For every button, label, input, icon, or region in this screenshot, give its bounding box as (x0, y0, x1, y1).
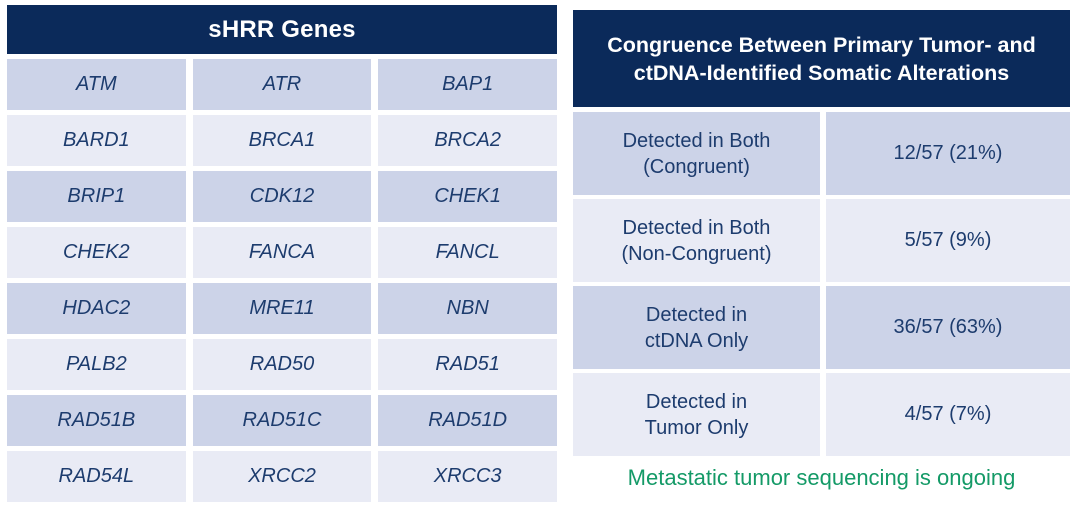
gene-cell: CHEK1 (378, 171, 557, 222)
gene-cell: RAD51B (7, 395, 186, 446)
congruence-row-label: Detected in Both (Non-Congruent) (573, 199, 820, 282)
gene-cell: CHEK2 (7, 227, 186, 278)
gene-cell: BRIP1 (7, 171, 186, 222)
gene-cell: MRE11 (192, 283, 372, 334)
congruence-row-value: 4/57 (7%) (826, 373, 1070, 456)
gene-cell: FANCA (192, 227, 372, 278)
gene-cell: XRCC3 (378, 451, 557, 502)
gene-cell: RAD51C (192, 395, 372, 446)
congruence-table: Congruence Between Primary Tumor- and ct… (573, 10, 1070, 491)
congruence-row-label: Detected in Tumor Only (573, 373, 820, 456)
shrr-genes-table-title: sHRR Genes (7, 5, 557, 54)
congruence-row-label: Detected in Both (Congruent) (573, 112, 820, 195)
gene-cell: BRCA1 (192, 115, 372, 166)
gene-cell: RAD54L (7, 451, 186, 502)
shrr-genes-grid: ATM ATR BAP1 BARD1 BRCA1 BRCA2 BRIP1 CDK… (7, 59, 557, 502)
congruence-row-value: 5/57 (9%) (826, 199, 1070, 282)
congruence-grid: Detected in Both (Congruent) 12/57 (21%)… (573, 112, 1070, 456)
gene-cell: ATM (7, 59, 186, 110)
gene-cell: BAP1 (378, 59, 557, 110)
gene-cell: RAD51 (378, 339, 557, 390)
sequencing-status-note: Metastatic tumor sequencing is ongoing (627, 465, 1016, 490)
congruence-table-title: Congruence Between Primary Tumor- and ct… (573, 10, 1070, 107)
gene-cell: CDK12 (192, 171, 372, 222)
gene-cell: ATR (192, 59, 372, 110)
gene-cell: HDAC2 (7, 283, 186, 334)
gene-cell: BRCA2 (378, 115, 557, 166)
gene-cell: RAD51D (378, 395, 557, 446)
congruence-row-value: 36/57 (63%) (826, 286, 1070, 369)
congruence-row-value: 12/57 (21%) (826, 112, 1070, 195)
gene-cell: NBN (378, 283, 557, 334)
gene-cell: RAD50 (192, 339, 372, 390)
gene-cell: XRCC2 (192, 451, 372, 502)
gene-cell: FANCL (378, 227, 557, 278)
gene-cell: PALB2 (7, 339, 186, 390)
gene-cell: BARD1 (7, 115, 186, 166)
shrr-genes-table: sHRR Genes ATM ATR BAP1 BARD1 BRCA1 BRCA… (7, 5, 557, 502)
congruence-row-label: Detected in ctDNA Only (573, 286, 820, 369)
